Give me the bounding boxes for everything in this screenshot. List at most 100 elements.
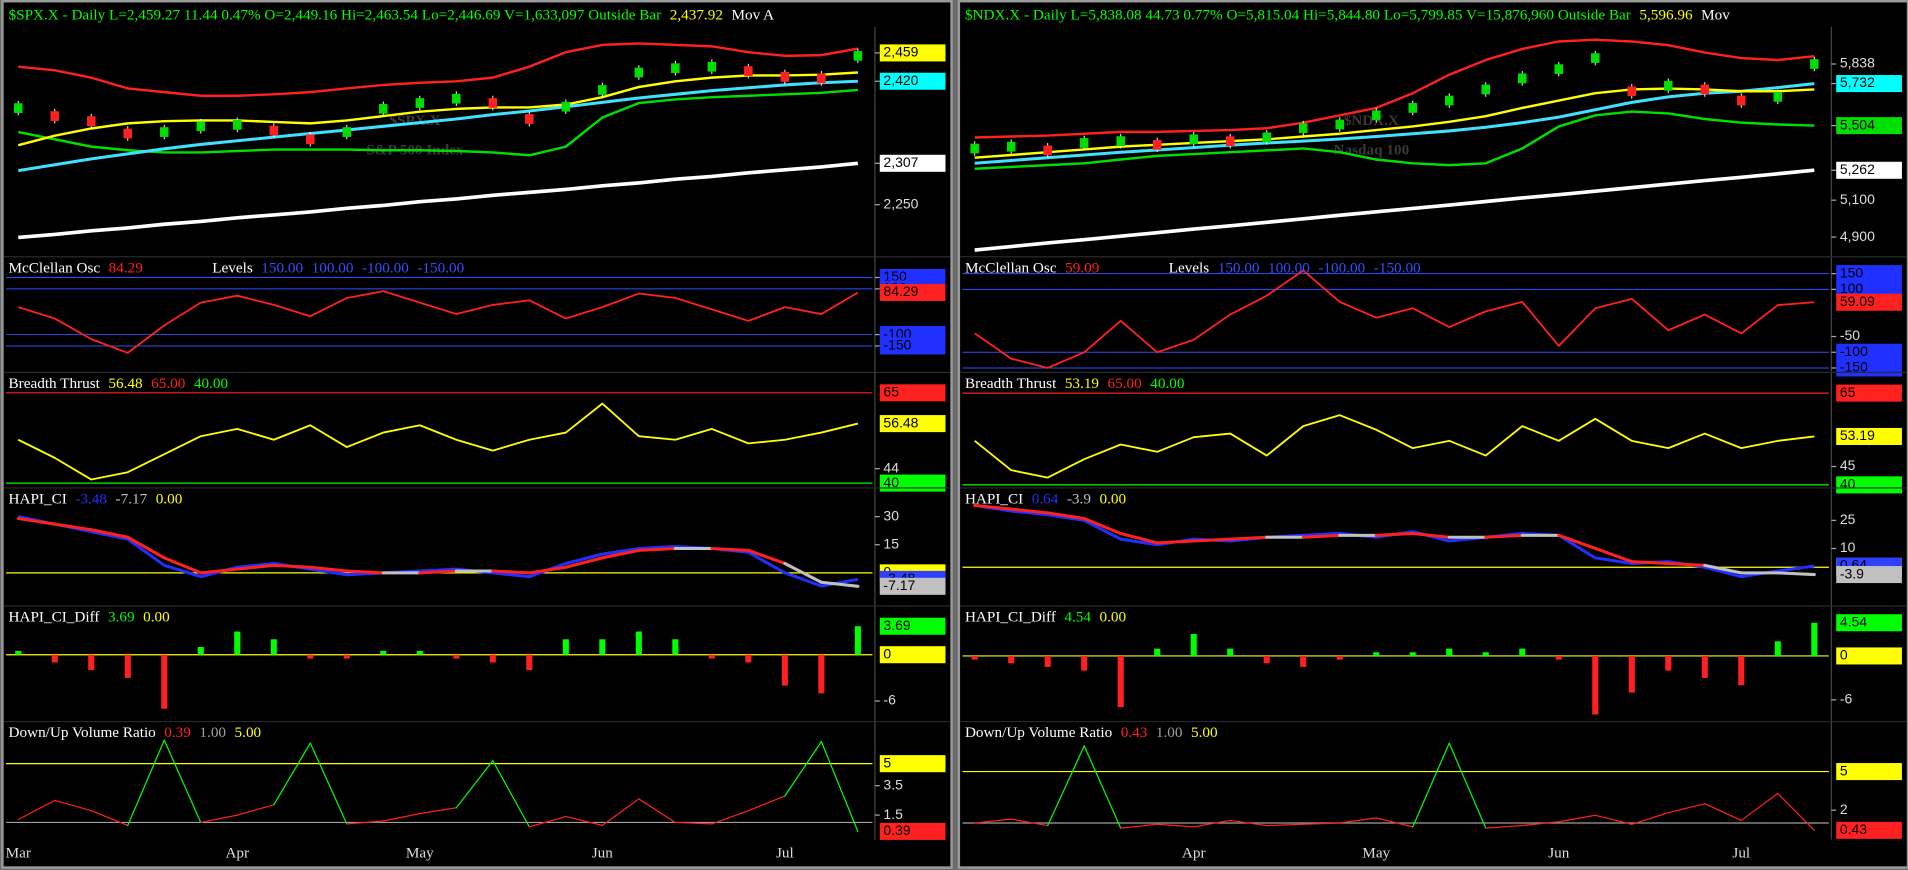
- reference-box: [1836, 763, 1902, 781]
- current-value: 56.48: [108, 375, 143, 392]
- candle: [1627, 86, 1637, 97]
- candle: [634, 67, 644, 78]
- histogram-bar: [416, 650, 423, 655]
- candle: [1554, 64, 1564, 75]
- series-segment: [163, 739, 202, 824]
- series-segment: [564, 556, 604, 569]
- x-tick-label: Apr: [225, 845, 249, 862]
- series-line: [974, 38, 1815, 139]
- current-value-box-label: 53.19: [1840, 427, 1875, 443]
- histogram-bar: [1555, 655, 1562, 660]
- series-line: [974, 269, 1815, 369]
- series-segment: [1229, 819, 1268, 827]
- panel-title: Breadth Thrust: [965, 375, 1057, 392]
- current-value-box-label: 0.43: [1840, 821, 1867, 837]
- histogram-bar: [1373, 652, 1380, 656]
- candle: [1152, 139, 1162, 150]
- series-segment: [17, 799, 56, 821]
- candle: [233, 119, 242, 130]
- series-segment: [346, 820, 384, 825]
- reference-label: 5.00: [1191, 724, 1218, 741]
- series-segment: [1156, 823, 1195, 828]
- candle: [1664, 80, 1673, 91]
- y-tick-label: 5,504: [1840, 116, 1875, 132]
- histogram-bar: [1336, 655, 1343, 660]
- series-segment: [1411, 531, 1451, 539]
- histogram-bar: [1811, 622, 1818, 656]
- reference-value: 5: [1840, 762, 1848, 778]
- series-segment: [1301, 533, 1342, 539]
- series-segment: [455, 760, 494, 809]
- series-segment: [1593, 546, 1634, 564]
- candle: [13, 103, 23, 113]
- current-value-box: [879, 822, 946, 840]
- current-value: -7.17: [116, 491, 148, 508]
- series-segment: [1666, 561, 1707, 567]
- series-segment: [272, 563, 312, 569]
- y-tick-label: 45: [1840, 457, 1856, 473]
- reference-value: 5: [883, 754, 891, 770]
- chart-window: [1, 0, 953, 869]
- histogram-bar: [453, 654, 460, 659]
- series-segment: [711, 810, 749, 825]
- series-segment: [1631, 812, 1669, 825]
- current-value-box-label: 3.69: [883, 617, 910, 633]
- y-tick-label: -100: [1840, 343, 1868, 359]
- panel-title: HAPI_CI: [9, 491, 67, 508]
- series-segment: [1667, 803, 1706, 814]
- histogram-bar: [234, 631, 241, 655]
- series-segment: [1228, 535, 1269, 541]
- current-value: 0.39: [164, 724, 191, 741]
- reference-label: 65.00: [151, 375, 186, 392]
- candle: [196, 121, 206, 132]
- y-tick-label: -100: [883, 325, 911, 341]
- series-segment: [1083, 745, 1122, 829]
- histogram-bar: [1519, 648, 1526, 656]
- histogram-bar: [1774, 641, 1781, 656]
- y-tick-box: [879, 44, 946, 62]
- series-segment: [638, 798, 676, 824]
- current-value-box: [879, 617, 946, 635]
- current-value: 84.29: [109, 259, 143, 276]
- candle: [1079, 138, 1089, 148]
- y-tick-label: -6: [883, 692, 896, 708]
- histogram-bar: [971, 655, 978, 660]
- series-segment: [1740, 792, 1779, 822]
- y-tick-label: -150: [883, 337, 911, 353]
- series-segment: [1339, 817, 1377, 824]
- histogram-bar: [745, 654, 752, 663]
- series-segment: [126, 535, 166, 560]
- y-tick-label: 2,250: [883, 195, 918, 211]
- y-tick-label: 2: [1840, 801, 1848, 817]
- series-line: [17, 290, 859, 354]
- candle: [1189, 134, 1198, 145]
- histogram-bar: [197, 646, 204, 655]
- candle: [1737, 95, 1746, 106]
- series-segment: [53, 522, 93, 532]
- series-segment: [1155, 539, 1196, 545]
- histogram-bar: [489, 654, 496, 663]
- reference-box: [879, 646, 946, 664]
- series-line: [18, 161, 859, 240]
- series-line: [974, 110, 1815, 170]
- current-value: 59.09: [1065, 259, 1099, 276]
- series-segment: [308, 565, 349, 573]
- series-segment: [419, 807, 457, 815]
- series-segment: [637, 546, 677, 552]
- series-line: [974, 82, 1815, 165]
- y-tick-label: 5,838: [1840, 55, 1875, 71]
- series-segment: [1777, 792, 1815, 831]
- series-segment: [1557, 533, 1597, 551]
- histogram-bar: [161, 654, 168, 709]
- candle: [342, 127, 352, 137]
- y-tick-box: [1836, 161, 1902, 179]
- candle: [1591, 53, 1600, 63]
- level-label: 100.00: [312, 259, 354, 276]
- y-tick-label: 100: [1840, 280, 1864, 296]
- current-value: 0.43: [1121, 724, 1148, 741]
- histogram-bar: [1446, 648, 1453, 656]
- y-tick-label: 150: [1840, 264, 1864, 280]
- x-tick-label: Jun: [592, 845, 614, 862]
- y-tick-box: [879, 337, 946, 355]
